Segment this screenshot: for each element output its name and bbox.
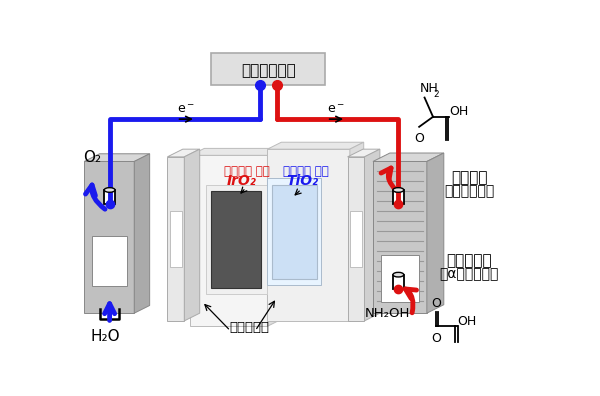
Text: O₂: O₂ <box>83 150 101 165</box>
Polygon shape <box>268 142 364 149</box>
Polygon shape <box>268 148 281 326</box>
Text: ピルビン酸: ピルビン酸 <box>446 253 492 268</box>
Text: H₂O: H₂O <box>91 329 121 344</box>
Text: O: O <box>414 132 424 145</box>
Text: OH: OH <box>449 105 469 118</box>
Ellipse shape <box>393 272 404 277</box>
Polygon shape <box>190 155 268 326</box>
Text: 電気化学装置: 電気化学装置 <box>241 63 296 78</box>
Text: カソード 触媒: カソード 触媒 <box>283 165 329 177</box>
Polygon shape <box>373 153 444 162</box>
Polygon shape <box>364 149 380 321</box>
Text: e$^-$: e$^-$ <box>177 103 195 116</box>
Bar <box>104 190 115 204</box>
Text: アラニン: アラニン <box>451 170 487 185</box>
Ellipse shape <box>104 188 115 192</box>
Polygon shape <box>268 179 322 285</box>
Polygon shape <box>167 157 184 321</box>
Text: OH: OH <box>457 315 476 328</box>
Text: アノード 触媒: アノード 触媒 <box>224 165 270 177</box>
Polygon shape <box>170 211 182 267</box>
Polygon shape <box>347 149 380 157</box>
Polygon shape <box>84 154 149 162</box>
Text: O: O <box>431 332 441 345</box>
Text: NH: NH <box>420 82 439 95</box>
Text: （アミノ酸）: （アミノ酸） <box>444 185 494 198</box>
Polygon shape <box>211 191 262 288</box>
Text: （αーケト酸）: （αーケト酸） <box>440 267 499 281</box>
Polygon shape <box>350 142 364 321</box>
Polygon shape <box>373 162 427 313</box>
Polygon shape <box>427 153 444 313</box>
Polygon shape <box>184 149 200 321</box>
Ellipse shape <box>393 188 404 192</box>
Polygon shape <box>206 185 268 294</box>
Text: IrO₂: IrO₂ <box>227 173 257 188</box>
Text: e$^-$: e$^-$ <box>327 103 345 116</box>
Polygon shape <box>272 185 317 278</box>
Polygon shape <box>92 236 127 286</box>
Polygon shape <box>268 149 350 321</box>
Text: ガスケット: ガスケット <box>230 321 270 334</box>
Polygon shape <box>350 211 362 267</box>
FancyBboxPatch shape <box>211 53 325 85</box>
Polygon shape <box>167 149 200 157</box>
Bar <box>393 275 404 289</box>
Text: TiO₂: TiO₂ <box>286 173 318 188</box>
Text: 2: 2 <box>434 90 439 99</box>
Polygon shape <box>190 148 281 155</box>
Polygon shape <box>134 154 149 313</box>
Bar <box>393 190 404 204</box>
Text: NH₂OH: NH₂OH <box>365 307 410 320</box>
Polygon shape <box>347 157 364 321</box>
Polygon shape <box>380 255 419 302</box>
Polygon shape <box>84 162 134 313</box>
Text: O: O <box>431 297 441 310</box>
